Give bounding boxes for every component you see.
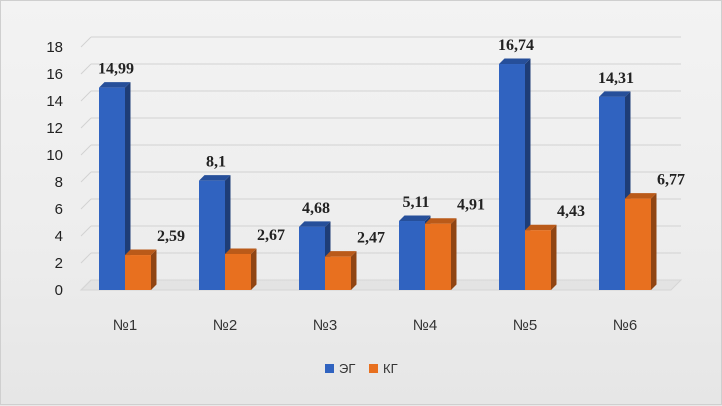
legend-label: ЭГ bbox=[339, 361, 355, 376]
y-tick-label: 2 bbox=[55, 255, 63, 272]
bar-top-eg bbox=[99, 82, 131, 88]
y-tick-label: 12 bbox=[46, 120, 63, 137]
bar-eg bbox=[99, 87, 125, 290]
bar-eg bbox=[499, 64, 525, 290]
bar-top-kg bbox=[225, 248, 257, 254]
bar-side-kg bbox=[651, 193, 657, 290]
bar-eg bbox=[399, 221, 425, 290]
bar-top-eg bbox=[199, 175, 231, 181]
data-label-kg: 2,47 bbox=[357, 230, 385, 247]
x-category-label: №1 bbox=[113, 317, 137, 334]
y-tick-label: 8 bbox=[55, 174, 63, 191]
gridline-diag bbox=[80, 63, 92, 75]
y-tick-label: 18 bbox=[46, 39, 63, 56]
x-category-label: №3 bbox=[313, 317, 337, 334]
bar-eg bbox=[299, 226, 325, 290]
bar-top-eg bbox=[599, 91, 631, 97]
bar-side-kg bbox=[351, 251, 357, 290]
bar-top-kg bbox=[525, 224, 557, 231]
bar-kg bbox=[525, 230, 551, 290]
x-category-label: №4 bbox=[413, 317, 437, 334]
data-label-eg: 16,74 bbox=[498, 37, 534, 54]
data-label-kg: 2,59 bbox=[157, 228, 185, 245]
bar-kg bbox=[425, 223, 451, 290]
data-label-eg: 14,99 bbox=[98, 61, 134, 78]
data-label-kg: 4,43 bbox=[557, 203, 585, 220]
chart-floor bbox=[79, 279, 683, 291]
bar-kg bbox=[125, 255, 151, 290]
bar-eg bbox=[599, 96, 625, 290]
y-tick-label: 10 bbox=[46, 147, 63, 164]
gridline-diag bbox=[80, 117, 92, 129]
x-category-label: №2 bbox=[213, 317, 237, 334]
data-label-eg: 8,1 bbox=[206, 154, 226, 171]
bar-side-kg bbox=[451, 218, 457, 290]
y-tick-label: 0 bbox=[55, 282, 63, 299]
bar-top-kg bbox=[125, 249, 157, 256]
bar-kg bbox=[625, 198, 651, 290]
x-category-label: №5 bbox=[513, 317, 537, 334]
x-category-label: №6 bbox=[613, 317, 637, 334]
data-label-eg: 14,31 bbox=[598, 70, 634, 87]
bar-side-kg bbox=[251, 248, 257, 290]
legend-swatch bbox=[325, 364, 334, 373]
y-tick-label: 16 bbox=[46, 66, 63, 83]
gridline-diag bbox=[80, 225, 92, 237]
gridline-diag bbox=[80, 36, 92, 48]
bar-top-eg bbox=[499, 58, 531, 65]
bar-top-kg bbox=[325, 251, 357, 257]
y-tick-label: 4 bbox=[55, 228, 63, 245]
bar-top-kg bbox=[425, 218, 457, 224]
legend-label: КГ bbox=[383, 361, 398, 376]
data-label-eg: 5,11 bbox=[402, 194, 429, 211]
gridline-diag bbox=[80, 252, 92, 264]
y-tick-label: 14 bbox=[46, 93, 63, 110]
data-label-kg: 2,67 bbox=[257, 227, 285, 244]
gridline-diag bbox=[80, 171, 92, 183]
bar-top-eg bbox=[399, 215, 431, 222]
data-label-kg: 6,77 bbox=[657, 172, 685, 189]
bar-eg bbox=[199, 180, 225, 290]
bar-side-kg bbox=[151, 249, 157, 290]
bar-kg bbox=[325, 256, 351, 290]
data-label-kg: 4,91 bbox=[457, 197, 485, 214]
gridline-diag bbox=[80, 198, 92, 210]
gridline-diag bbox=[80, 144, 92, 156]
bar-side-kg bbox=[551, 224, 557, 290]
bar-kg bbox=[225, 253, 251, 290]
bar-top-eg bbox=[299, 221, 331, 227]
bar-side-eg bbox=[125, 82, 131, 290]
bar-top-kg bbox=[625, 193, 657, 199]
y-tick-label: 6 bbox=[55, 201, 63, 218]
gridline-diag bbox=[80, 90, 92, 102]
data-label-eg: 4,68 bbox=[302, 200, 330, 217]
legend-swatch bbox=[369, 364, 378, 373]
